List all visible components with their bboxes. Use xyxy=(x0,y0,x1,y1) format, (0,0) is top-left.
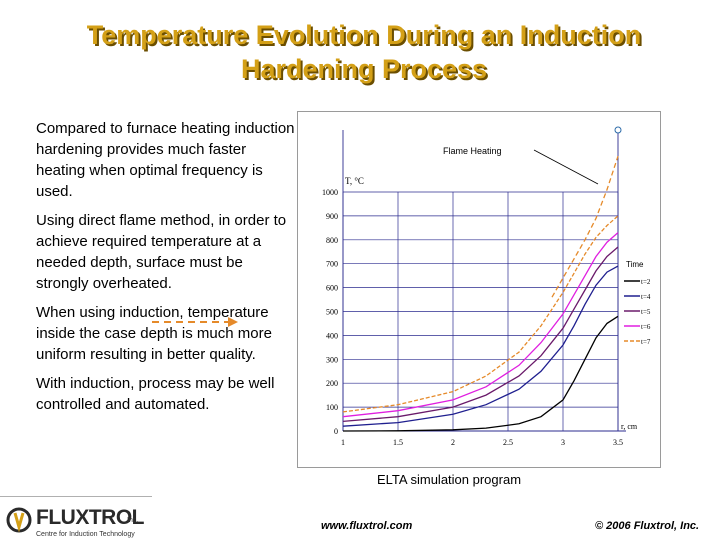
fluxtrol-logo: FLUXTROL Inc. Centre for Induction Techn… xyxy=(6,505,146,541)
chart-frame: 0 100 200 300 400 500 600 700 800 900 1000 1 1.5 2 2.5… xyxy=(297,111,661,468)
temperature-chart: 0 100 200 300 400 500 600 700 800 900 1000 1 1.5 2 2.5… xyxy=(322,126,651,447)
paragraph-induction: When using induction, temperature inside… xyxy=(36,304,272,363)
y-tick-label: 600 xyxy=(326,284,338,293)
x-tick-label: 1 xyxy=(341,438,345,447)
logo-wordmark: FLUXTROL xyxy=(36,506,144,529)
legend-label: t=4 xyxy=(641,293,651,301)
x-tick-label: 2.5 xyxy=(503,438,513,447)
y-tick-label: 700 xyxy=(326,260,338,269)
logo-tagline: Centre for Induction Technology xyxy=(36,531,135,538)
paragraph-automation: With induction, process may be well cont… xyxy=(36,375,275,413)
y-tick-label: 100 xyxy=(326,403,338,412)
footer-copyright: © 2006 Fluxtrol, Inc. xyxy=(595,520,700,532)
logo-inc: Inc. xyxy=(127,517,139,524)
paragraph-furnace: Compared to furnace heating induction ha… xyxy=(36,120,295,200)
series-line-t=6 xyxy=(342,232,619,418)
series-line-t=7 xyxy=(342,215,619,413)
y-tick-label: 500 xyxy=(326,308,338,317)
legend-label: t=5 xyxy=(641,308,651,316)
y-tick-label: 0 xyxy=(334,427,338,436)
logo-mark-icon xyxy=(6,507,32,533)
series-line-t=5 xyxy=(342,246,619,423)
x-tick-label: 2 xyxy=(451,438,455,447)
y-tick-label: 200 xyxy=(326,379,338,388)
title-line-2: Hardening Process xyxy=(240,54,488,84)
paragraph-flame: Using direct flame method, in order to a… xyxy=(36,212,287,292)
footer-url-link[interactable]: www.fluxtrol.com xyxy=(321,520,413,532)
x-tick-label: 1.5 xyxy=(393,438,403,447)
dashed-arrow-icon xyxy=(152,317,238,327)
x-axis-label: r, cm xyxy=(621,422,638,431)
x-tick-label: 3.5 xyxy=(613,438,623,447)
chart-caption: ELTA simulation program xyxy=(377,472,522,487)
title-line-1: Temperature Evolution During an Inductio… xyxy=(86,20,642,50)
y-tick-label: 1000 xyxy=(322,188,338,197)
y-tick-label: 800 xyxy=(326,236,338,245)
legend-label: t=7 xyxy=(641,338,651,346)
series-line-t=4 xyxy=(342,265,619,427)
series-line-t=2 xyxy=(342,315,619,432)
surface-marker-icon xyxy=(614,126,622,134)
annotation-label: Flame Heating xyxy=(443,146,502,156)
legend-title: Time xyxy=(626,260,644,269)
legend-label: t=6 xyxy=(641,323,651,331)
y-tick-label: 300 xyxy=(326,355,338,364)
y-axis-label: T, °C xyxy=(345,176,364,186)
legend-label: t=2 xyxy=(641,278,651,286)
x-tick-label: 3 xyxy=(561,438,565,447)
page-title: Temperature Evolution During an Inductio… xyxy=(0,18,728,86)
footer-divider xyxy=(0,496,152,497)
annotation-pointer xyxy=(533,149,599,185)
description-text: Compared to furnace heating induction ha… xyxy=(36,118,298,423)
series-line-flame-heating xyxy=(551,155,619,298)
y-tick-label: 900 xyxy=(326,212,338,221)
y-tick-label: 400 xyxy=(326,331,338,340)
